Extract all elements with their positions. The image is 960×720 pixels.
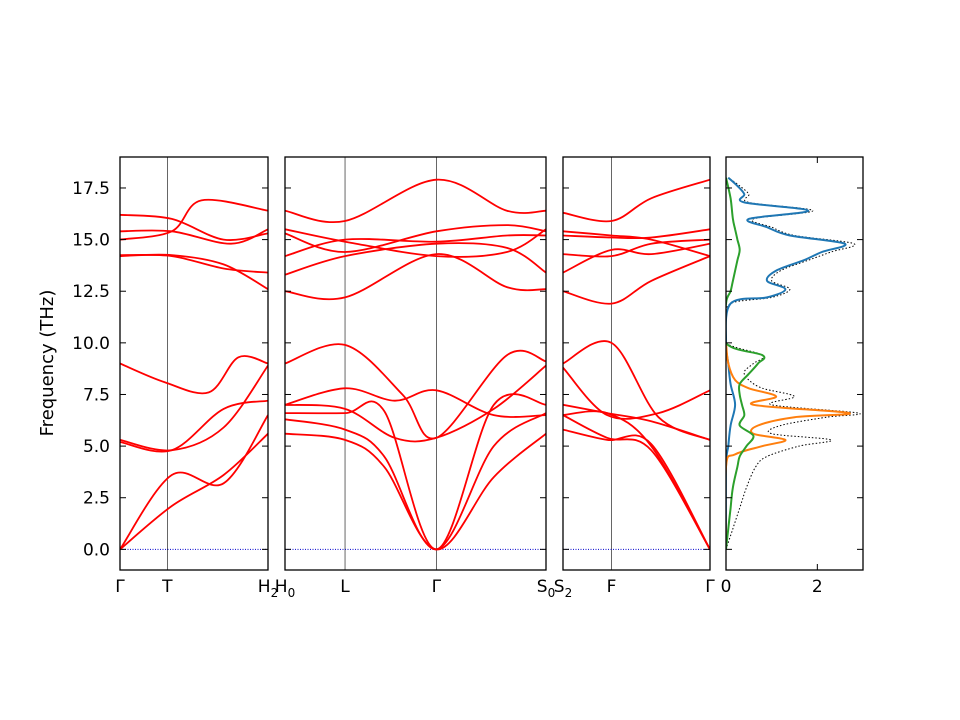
x-tick-label: H2: [258, 577, 278, 600]
phonon-band-9: [285, 234, 546, 257]
phonon-band-3: [563, 410, 710, 550]
phonon-band-7: [563, 255, 710, 305]
phonon-band-9: [563, 238, 710, 258]
dos-curve-dos-1: [726, 176, 847, 550]
phonon-band-5: [285, 387, 546, 418]
x-tick-label: L: [340, 577, 350, 597]
y-tick-label: 10.0: [72, 334, 110, 354]
phonon-band-11: [563, 230, 710, 257]
x-tick-label: H0: [275, 577, 295, 600]
y-tick-label: 15.0: [72, 231, 110, 251]
phonon-band-1: [563, 428, 710, 550]
phonon-band-12: [285, 178, 546, 223]
phonon-band-2: [285, 412, 546, 551]
y-tick-label: 5.0: [83, 437, 110, 457]
phonon-band-10: [563, 228, 710, 240]
x-tick-label: 2: [812, 577, 823, 597]
phonon-band-6: [563, 340, 710, 441]
phonon-band-1: [285, 432, 546, 551]
dos-panel-data: [726, 176, 861, 550]
y-tick-label: 0.0: [83, 540, 110, 560]
y-tick-label: 12.5: [72, 282, 110, 302]
x-tick-label: Γ: [705, 577, 715, 597]
x-tick-label: S0: [537, 577, 555, 600]
x-tick-label: Γ: [115, 577, 125, 597]
phonon-band-3: [285, 393, 546, 551]
x-tick-label: T: [161, 577, 173, 597]
phonon-band-8: [120, 198, 268, 241]
phonon-band-4: [285, 364, 546, 443]
phonon-band-4: [120, 365, 268, 452]
dos-curve-dos-3: [726, 177, 766, 550]
band-panel-3: S2 F Γ: [554, 156, 715, 600]
band-panel-2: H0 L Γ S0: [275, 156, 555, 600]
y-tick-label: 2.5: [83, 489, 110, 509]
band-panel-1-data: [120, 157, 268, 570]
phonon-band-12: [563, 178, 710, 223]
dos-curve-total: [726, 177, 861, 550]
y-tick-labels: 0.0 2.5 5.0 7.5 10.0 12.5 15.0 17.5: [72, 179, 110, 560]
x-tick-label: F: [607, 577, 617, 597]
band-panel-3-frame: [562, 156, 711, 571]
band-panel-1-frame: [119, 156, 269, 571]
phonon-band-10: [120, 213, 268, 241]
phonon-band-7: [120, 253, 268, 274]
y-axis-label: Frequency (THz): [37, 290, 58, 437]
phonon-band-1: [120, 433, 268, 551]
dos-panel-frame: [725, 156, 864, 571]
y-tick-label: 7.5: [83, 385, 110, 405]
phonon-band-5: [563, 366, 710, 420]
phonon-band-8: [285, 242, 546, 276]
phonon-band-10: [285, 224, 546, 253]
x-tick-label: 0: [721, 577, 732, 597]
band-panel-1: Γ T H2: [115, 156, 278, 600]
band-panel-2-frame: [284, 156, 547, 571]
phonon-band-5: [120, 355, 268, 395]
band-panel-2-data: [285, 157, 546, 570]
phonon-band-7: [285, 253, 546, 301]
band-panel-3-data: [563, 157, 710, 570]
phonon-band-11: [285, 228, 546, 258]
y-tick-label: 17.5: [72, 179, 110, 199]
phonon-band-2: [120, 414, 268, 550]
phonon-band-3: [120, 399, 268, 453]
x-tick-label: Γ: [432, 577, 442, 597]
x-tick-label: S2: [554, 577, 572, 600]
phonon-band-6: [285, 343, 546, 440]
phonon-band-9: [120, 228, 268, 245]
